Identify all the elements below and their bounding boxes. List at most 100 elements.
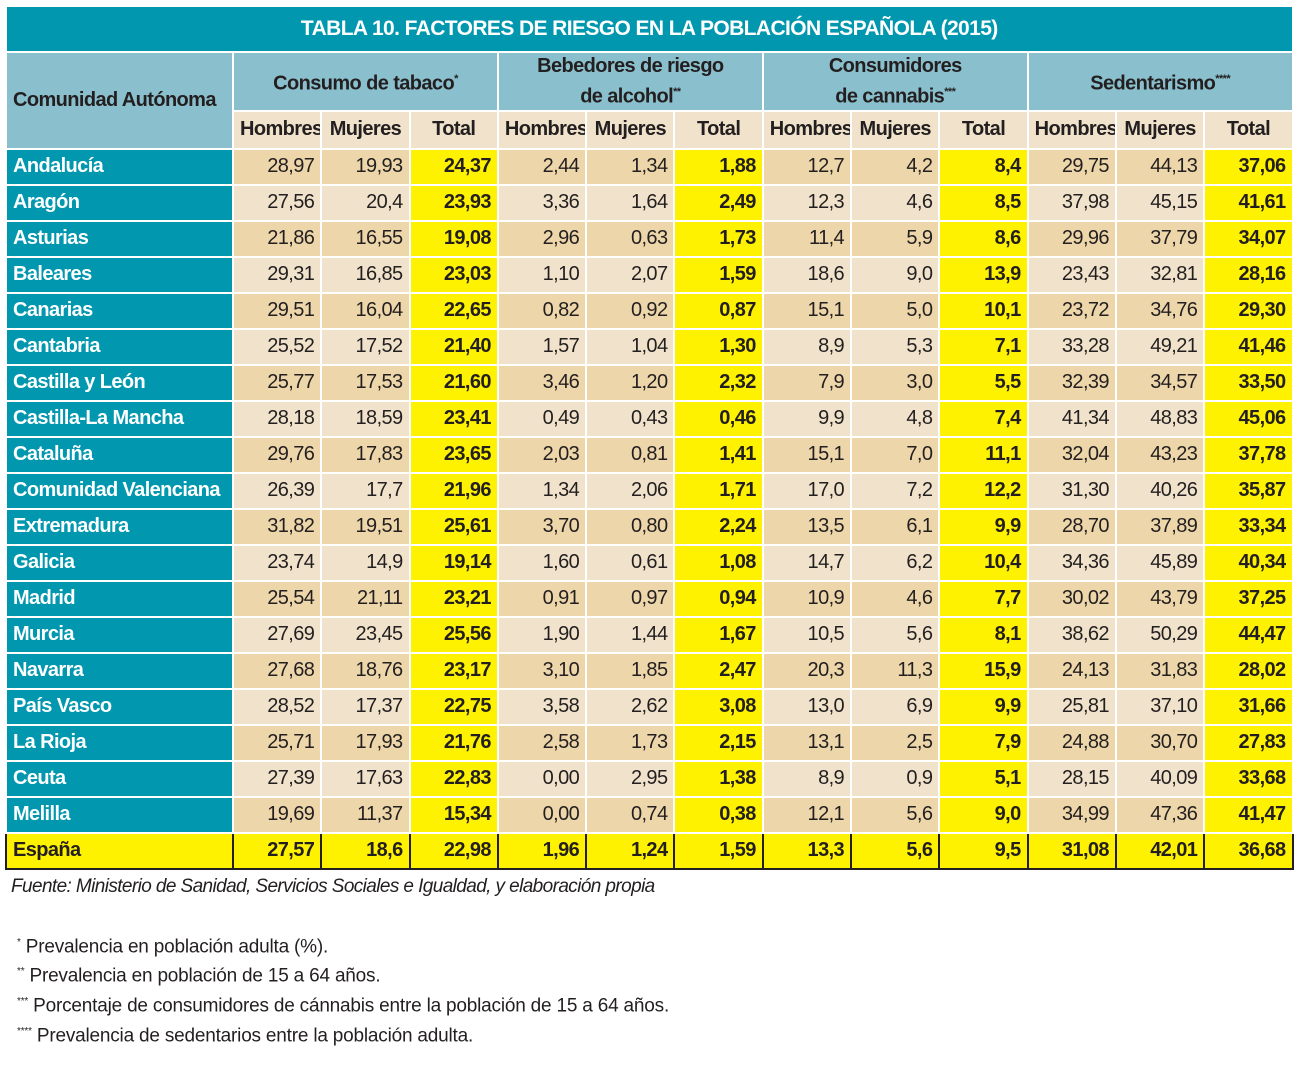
table-row: Melilla 19,69 11,37 15,34 0,00 0,74 0,38 12,1 5,… bbox=[5, 795, 1294, 834]
value-cell: 2,5 bbox=[850, 723, 941, 762]
value-cell: 19,93 bbox=[320, 147, 411, 186]
value-cell: 34,36 bbox=[1026, 543, 1117, 582]
total-cell: 2,49 bbox=[673, 183, 764, 222]
total-cell: 8,1 bbox=[938, 615, 1029, 654]
value-cell: 5,6 bbox=[850, 615, 941, 654]
total-cell: 24,37 bbox=[408, 147, 499, 186]
value-cell: 47,36 bbox=[1114, 795, 1206, 834]
value-cell: 23,43 bbox=[1026, 255, 1117, 294]
value-cell: 0,91 bbox=[496, 579, 588, 618]
value-cell: 0,00 bbox=[496, 759, 588, 798]
value-cell: 12,7 bbox=[761, 147, 853, 186]
value-cell: 1,04 bbox=[585, 327, 676, 366]
value-cell: 0,49 bbox=[496, 399, 588, 438]
value-cell: 5,6 bbox=[850, 795, 941, 834]
footnote: ** Prevalencia en población de 15 a 64 a… bbox=[17, 959, 1292, 989]
value-cell: 29,75 bbox=[1026, 147, 1117, 186]
region-name: Madrid bbox=[5, 579, 234, 618]
footnotes: * Prevalencia en población adulta (%). **… bbox=[17, 930, 1292, 1049]
total-cell: 7,7 bbox=[938, 579, 1029, 618]
value-cell: 25,52 bbox=[231, 327, 323, 366]
value-cell: 31,82 bbox=[231, 507, 323, 546]
value-cell: 2,06 bbox=[585, 471, 676, 510]
region-name: Ceuta bbox=[5, 759, 234, 798]
footnote-text: Prevalencia en población de 15 a 64 años… bbox=[24, 965, 381, 987]
footnote-text: Prevalencia de sedentarios entre la pobl… bbox=[31, 1025, 474, 1047]
value-cell: 6,2 bbox=[850, 543, 941, 582]
column-header-total: Total bbox=[938, 109, 1029, 150]
region-name: Galicia bbox=[5, 543, 234, 582]
total-cell: 1,08 bbox=[673, 543, 764, 582]
value-cell: 17,7 bbox=[320, 471, 411, 510]
total-cell: 0,87 bbox=[673, 291, 764, 330]
value-cell: 45,89 bbox=[1114, 543, 1206, 582]
total-row-value: 1,24 bbox=[585, 831, 676, 870]
value-cell: 1,20 bbox=[585, 363, 676, 402]
footnote-mark: ** bbox=[673, 86, 681, 98]
value-cell: 11,4 bbox=[761, 219, 853, 258]
value-cell: 11,3 bbox=[850, 651, 941, 690]
total-cell: 1,41 bbox=[673, 435, 764, 474]
column-header-mujeres: Mujeres bbox=[1114, 109, 1206, 150]
total-cell: 35,87 bbox=[1203, 471, 1294, 510]
group-title-line1: Sedentarismo bbox=[1090, 72, 1216, 95]
risk-factors-table: TABLA 10. FACTORES DE RIESGO EN LA POBLA… bbox=[5, 5, 1294, 870]
value-cell: 18,76 bbox=[320, 651, 411, 690]
table-row: Andalucía 28,97 19,93 24,37 2,44 1,34 1,88 12,7… bbox=[5, 147, 1294, 186]
value-cell: 1,60 bbox=[496, 543, 588, 582]
footnote-mark: * bbox=[17, 936, 21, 948]
total-cell: 23,17 bbox=[408, 651, 499, 690]
value-cell: 7,2 bbox=[850, 471, 941, 510]
value-cell: 18,6 bbox=[761, 255, 853, 294]
region-name: Castilla-La Mancha bbox=[5, 399, 234, 438]
total-row: España 27,57 18,6 22,98 1,96 1,24 1,59 13,3 5,6 9… bbox=[5, 831, 1294, 870]
value-cell: 18,59 bbox=[320, 399, 411, 438]
row-header: Comunidad Autónoma bbox=[5, 51, 234, 150]
footnote: * Prevalencia en población adulta (%). bbox=[17, 930, 1292, 960]
value-cell: 20,3 bbox=[761, 651, 853, 690]
value-cell: 13,0 bbox=[761, 687, 853, 726]
table-row: Madrid 25,54 21,11 23,21 0,91 0,97 0,94 10,9 4,6… bbox=[5, 579, 1294, 618]
table-container: TABLA 10. FACTORES DE RIESGO EN LA POBLA… bbox=[5, 5, 1294, 1049]
total-cell: 23,41 bbox=[408, 399, 499, 438]
column-header-total: Total bbox=[408, 109, 499, 150]
value-cell: 3,0 bbox=[850, 363, 941, 402]
value-cell: 32,39 bbox=[1026, 363, 1117, 402]
value-cell: 29,76 bbox=[231, 435, 323, 474]
total-cell: 1,88 bbox=[673, 147, 764, 186]
value-cell: 30,70 bbox=[1114, 723, 1206, 762]
total-cell: 11,1 bbox=[938, 435, 1029, 474]
value-cell: 5,0 bbox=[850, 291, 941, 330]
value-cell: 1,90 bbox=[496, 615, 588, 654]
total-cell: 45,06 bbox=[1203, 399, 1294, 438]
total-cell: 19,14 bbox=[408, 543, 499, 582]
value-cell: 16,04 bbox=[320, 291, 411, 330]
value-cell: 0,61 bbox=[585, 543, 676, 582]
value-cell: 0,80 bbox=[585, 507, 676, 546]
value-cell: 28,15 bbox=[1026, 759, 1117, 798]
total-cell: 7,9 bbox=[938, 723, 1029, 762]
total-cell: 5,5 bbox=[938, 363, 1029, 402]
value-cell: 1,44 bbox=[585, 615, 676, 654]
total-cell: 34,07 bbox=[1203, 219, 1294, 258]
total-cell: 37,78 bbox=[1203, 435, 1294, 474]
value-cell: 0,00 bbox=[496, 795, 588, 834]
value-cell: 27,56 bbox=[231, 183, 323, 222]
total-row-value: 42,01 bbox=[1114, 831, 1206, 870]
table-title: TABLA 10. FACTORES DE RIESGO EN LA POBLA… bbox=[5, 5, 1294, 53]
value-cell: 1,64 bbox=[585, 183, 676, 222]
footnote-text: Porcentaje de consumidores de cánnabis e… bbox=[28, 995, 670, 1017]
value-cell: 34,99 bbox=[1026, 795, 1117, 834]
value-cell: 3,10 bbox=[496, 651, 588, 690]
total-row-value: 18,6 bbox=[320, 831, 411, 870]
value-cell: 48,83 bbox=[1114, 399, 1206, 438]
column-header-mujeres: Mujeres bbox=[850, 109, 941, 150]
value-cell: 24,13 bbox=[1026, 651, 1117, 690]
column-header-hombres: Hombres bbox=[761, 109, 853, 150]
table-row: Castilla y León 25,77 17,53 21,60 3,46 1,20 2,… bbox=[5, 363, 1294, 402]
total-cell: 1,71 bbox=[673, 471, 764, 510]
value-cell: 29,96 bbox=[1026, 219, 1117, 258]
value-cell: 15,1 bbox=[761, 435, 853, 474]
value-cell: 25,81 bbox=[1026, 687, 1117, 726]
total-cell: 1,67 bbox=[673, 615, 764, 654]
